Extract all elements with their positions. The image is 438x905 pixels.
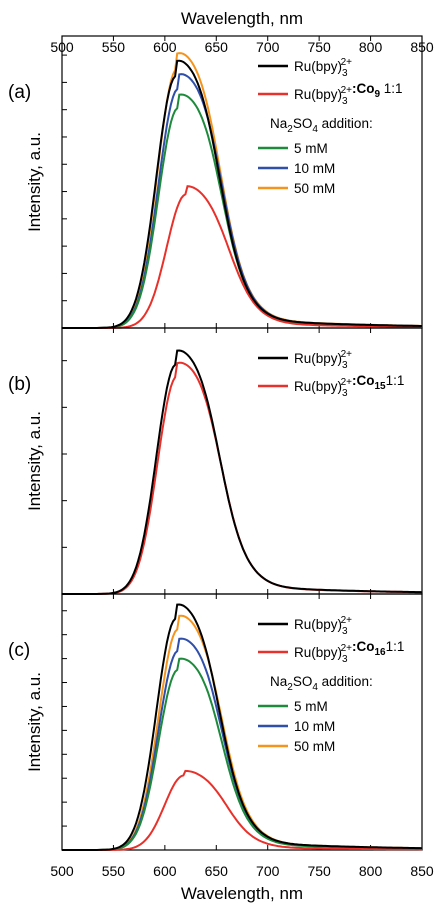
top-tick-label: 550: [102, 39, 126, 55]
bottom-tick-label: 650: [205, 863, 229, 879]
legend-label: 5 mM: [294, 699, 328, 714]
top-tick-label: 500: [50, 39, 74, 55]
panel-label: (a): [8, 82, 31, 103]
series-line: [62, 59, 422, 329]
panel-c: (c) Intensity, a.u. Ru(bpy)32+Ru(bpy)32+:C…: [8, 593, 423, 851]
y-axis-title: Intensity, a.u.: [25, 411, 44, 511]
panel-label: (b): [8, 374, 31, 395]
legend-label: 10 mM: [294, 719, 335, 734]
bottom-tick-label: 700: [256, 863, 280, 879]
series-line: [62, 73, 423, 329]
legend-label: 5 mM: [294, 141, 328, 156]
legend-label: 50 mM: [294, 181, 335, 196]
top-tick-label: 850: [410, 39, 434, 55]
legend-group-title: Na2SO4 addition:: [270, 674, 373, 693]
top-axis-title: Wavelength, nm: [181, 9, 303, 28]
bottom-tick-label: 500: [50, 863, 74, 879]
series-line: [62, 769, 422, 851]
series-line: [62, 361, 423, 595]
top-tick-label: 700: [256, 39, 280, 55]
legend-label: Ru(bpy)32+: [294, 57, 352, 79]
bottom-axis-title: Wavelength, nm: [181, 884, 303, 903]
panel-b: (b) Intensity, a.u. Ru(bpy)32+Ru(bpy)32+:C…: [8, 327, 423, 595]
panel-a: (a) Intensity, a.u. Ru(bpy)32+Ru(bpy)32+:C…: [8, 35, 423, 329]
legend-label: 10 mM: [294, 161, 335, 176]
bottom-tick-label: 750: [307, 863, 331, 879]
legend-label: 50 mM: [294, 739, 335, 754]
legend-label: Ru(bpy)32+: [294, 349, 352, 371]
series-line: [62, 637, 422, 851]
bottom-tick-label: 800: [359, 863, 383, 879]
plot-frame: [61, 327, 423, 595]
top-tick-label: 750: [307, 39, 331, 55]
y-axis-title: Intensity, a.u.: [25, 672, 44, 772]
series-line: [62, 349, 423, 595]
panels: (a)Intensity, a.u.Ru(bpy)32+Ru(bpy)32+:C…: [8, 35, 423, 851]
panel-label: (c): [8, 640, 30, 661]
legend-label: Ru(bpy)32+:Co9 1:1: [294, 81, 403, 107]
plot-frame: [61, 593, 423, 851]
y-axis-title: Intensity, a.u.: [25, 132, 44, 232]
series-line: [62, 185, 422, 329]
legend-label: Ru(bpy)32+: [294, 615, 352, 637]
series-line: [62, 603, 423, 851]
legend-group-title: Na2SO4 addition:: [270, 116, 373, 135]
legend-label: Ru(bpy)32+:Co161:1: [294, 639, 404, 665]
bottom-tick-label: 850: [410, 863, 434, 879]
top-tick-label: 600: [153, 39, 177, 55]
bottom-tick-label: 600: [153, 863, 177, 879]
legend-label: Ru(bpy)32+:Co151:1: [294, 373, 404, 399]
bottom-tick-label: 550: [102, 863, 126, 879]
top-tick-label: 650: [205, 39, 229, 55]
top-tick-label: 800: [359, 39, 383, 55]
